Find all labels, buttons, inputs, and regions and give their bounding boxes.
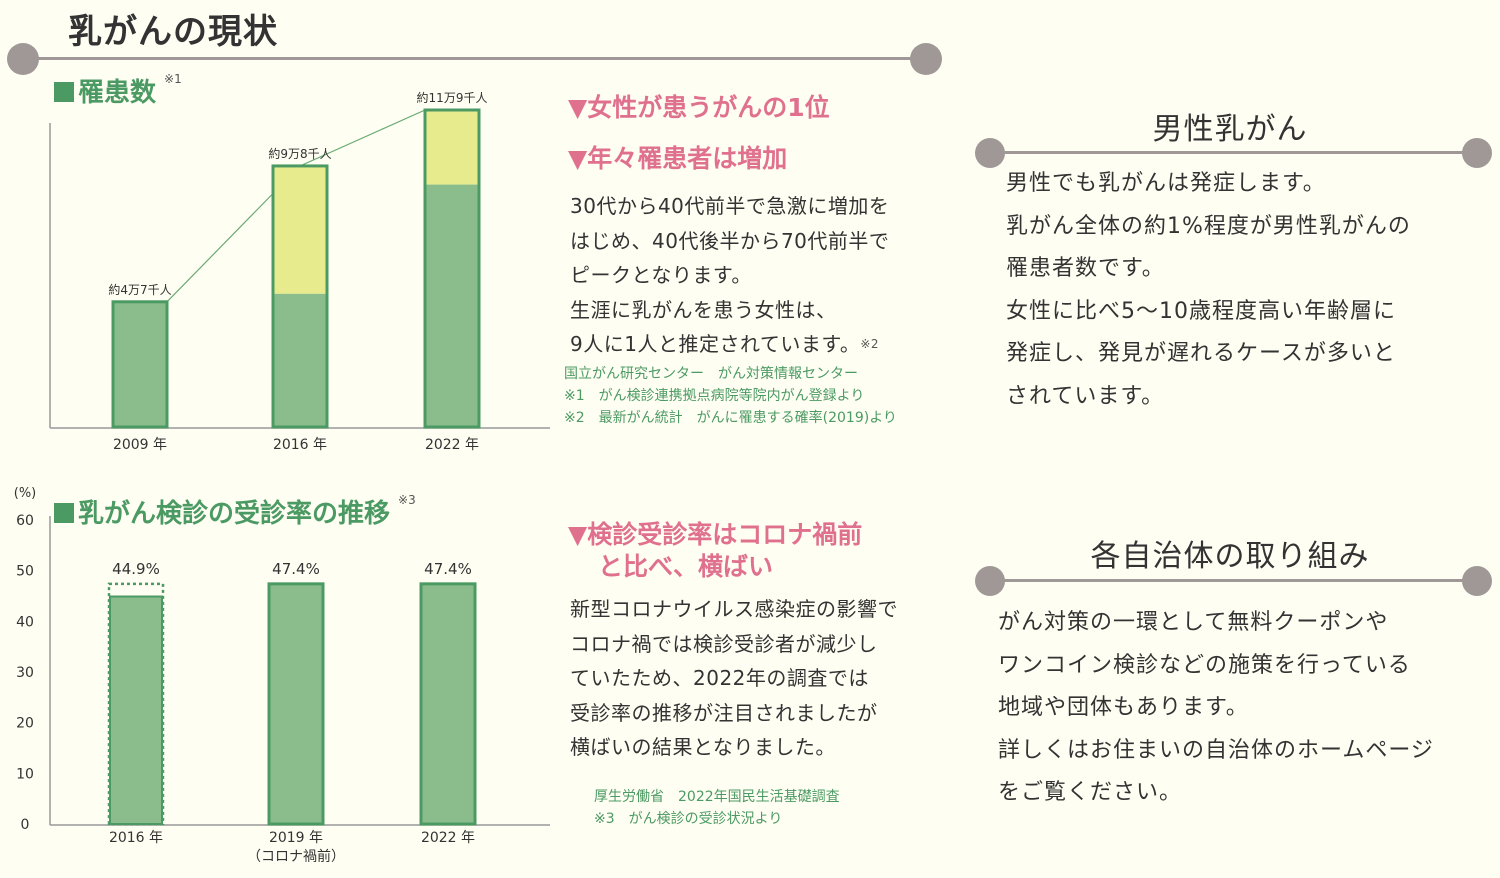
bar <box>267 582 325 826</box>
screening-sources: 厚生労働省 2022年国民生活基礎調査 ※3 がん検診の受診状況より <box>594 789 840 827</box>
y-tick-label: 20 <box>16 716 34 732</box>
headline-2: ▼年々罹患者は増加 <box>568 144 788 173</box>
divider-dot-left <box>975 566 1005 596</box>
y-axis-label: (%) <box>14 486 37 501</box>
x-tick-sublabel: （コロナ禍前） <box>247 848 345 865</box>
local-section-body: がん対策の一環として無料クーポンや ワンコイン検診などの施策を行っている 地域や… <box>998 610 1434 805</box>
page-title: 乳がんの現状 <box>68 12 278 52</box>
note-mark: ※3 <box>398 493 416 507</box>
male-section-body: 男性でも乳がんは発症します。 乳がん全体の約1%程度が男性乳がんの 罹患者数です… <box>1006 171 1411 409</box>
male-section-title: 男性乳がん <box>1152 112 1308 147</box>
bar-increase <box>425 110 479 185</box>
patients-body: 30代から40代前半で急激に増加を はじめ、40代後半から70代前半で ピークと… <box>570 194 890 356</box>
screening-headline: ▼検診受診率はコロナ禍前 と比べ、横ばい <box>568 520 863 581</box>
screening-chart-title: 乳がん検診の受診率の推移 ※3 <box>54 493 416 530</box>
bar-base <box>425 184 479 427</box>
x-tick-label: 2016 年 <box>273 437 327 453</box>
headline-1: ▼女性が患うがんの1位 <box>568 93 830 122</box>
divider-dot-right <box>910 43 942 75</box>
divider-dot-right <box>1462 566 1492 596</box>
y-tick-label: 0 <box>21 817 30 833</box>
bar-outline <box>423 108 481 429</box>
bar-outline <box>271 164 329 429</box>
male-divider <box>990 151 1476 154</box>
data-label: 約4万7千人 <box>108 282 171 297</box>
patients-chart: 約4万7千人 2009 年 約9万8千人 2016 年 約11万9千人 2022 年 <box>49 90 550 453</box>
y-tick-label: 10 <box>16 766 34 782</box>
x-tick-label: 2022 年 <box>425 437 479 453</box>
bar <box>419 582 477 826</box>
note-mark: ※1 <box>164 72 182 86</box>
y-tick-label: 40 <box>16 614 34 630</box>
divider-dot-left <box>975 138 1005 168</box>
x-tick-label: 2022 年 <box>421 830 475 846</box>
local-section-title: 各自治体の取り組み <box>1090 539 1370 574</box>
patients-headlines: ▼女性が患うがんの1位 ▼年々罹患者は増加 <box>568 92 830 175</box>
bar-base <box>113 301 167 427</box>
y-tick-label: 50 <box>16 564 34 580</box>
y-tick-label: 30 <box>16 665 34 681</box>
data-label: 約11万9千人 <box>417 90 488 105</box>
x-tick-label: 2009 年 <box>113 437 167 453</box>
divider-dot-right <box>1462 138 1492 168</box>
divider-dot-left <box>7 43 39 75</box>
data-label: 約9万8千人 <box>268 146 331 161</box>
screening-body: 新型コロナウイルス感染症の影響で コロナ禍では検診受診者が減少し ていたため、2… <box>570 597 898 759</box>
bar-base <box>273 293 327 427</box>
bar-outline <box>111 300 169 429</box>
patients-sources: 国立がん研究センター がん対策情報センター ※1 がん検診連携拠点病院等院内がん… <box>564 366 897 426</box>
body-note-mark: ※2 <box>860 337 880 351</box>
title-square-icon <box>54 81 74 102</box>
title-divider <box>22 57 927 60</box>
patients-chart-title: 罹患数 ※1 <box>54 72 182 109</box>
title-square-icon <box>54 502 74 523</box>
data-label: 44.9% <box>112 560 160 578</box>
data-label: 47.4% <box>424 560 472 578</box>
x-tick-label: 2019 年 <box>269 830 323 846</box>
bar <box>109 595 163 825</box>
local-divider <box>990 579 1476 582</box>
data-label: 47.4% <box>272 560 320 578</box>
screening-chart: (%) 0 10 20 30 40 50 60 44.9% 2016 年 47.4% 2019 年 （コ… <box>14 486 550 865</box>
y-tick-label: 60 <box>16 513 34 529</box>
x-tick-label: 2016 年 <box>109 830 163 846</box>
bar-increase <box>273 165 327 294</box>
